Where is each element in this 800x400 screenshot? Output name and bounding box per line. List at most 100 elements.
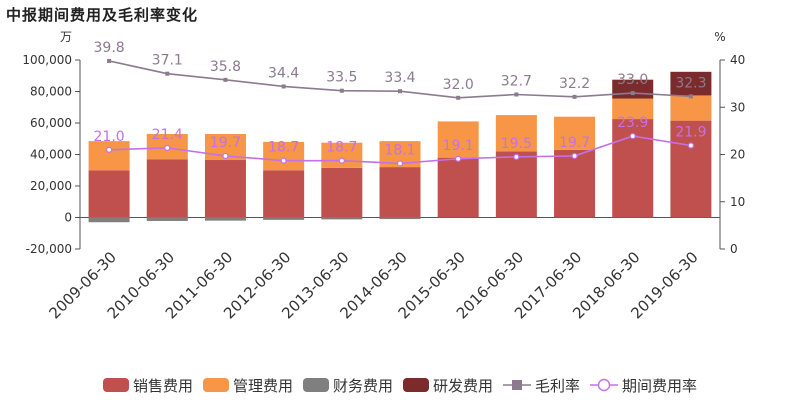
expense-rate-label: 19.7 xyxy=(559,135,590,151)
legend-swatch xyxy=(503,380,532,390)
expense-rate-point xyxy=(455,155,462,162)
gross-margin-label: 37.1 xyxy=(152,53,183,69)
bar-segment-1 xyxy=(670,95,712,121)
expense-rate-point xyxy=(280,157,287,164)
right-tick-label: 0 xyxy=(730,242,738,256)
bar-segment-1 xyxy=(88,141,130,171)
gross-margin-point xyxy=(456,95,461,100)
expense-rate-label: 18.7 xyxy=(326,140,357,156)
gross-margin-point xyxy=(572,94,577,99)
gross-margin-point xyxy=(339,88,344,93)
bar-segment-0 xyxy=(88,170,130,218)
gross-margin-point xyxy=(514,92,519,97)
expense-rate-label: 21.9 xyxy=(675,125,706,141)
bar-segment-0 xyxy=(437,157,479,218)
legend-label: 研发费用 xyxy=(433,376,494,395)
expense-rate-point xyxy=(105,146,113,153)
bar-segment-1 xyxy=(263,141,305,171)
chart-plot: 万 % -20,000 0 20,000 40,000 60,000 80,000 100,00… xyxy=(22,30,745,322)
left-axis-unit: 万 xyxy=(60,30,72,44)
legend-label: 毛利率 xyxy=(535,376,581,395)
expense-rate-label: 18.7 xyxy=(268,140,299,156)
gross-margin-label: 34.4 xyxy=(268,65,299,81)
bar-segment-2 xyxy=(204,217,246,221)
bar-segment-2 xyxy=(263,217,305,220)
expense-rate-label: 23.9 xyxy=(617,115,648,131)
left-tick-label: 0 xyxy=(64,211,72,225)
gross-margin-label: 32.2 xyxy=(559,76,590,92)
expense-rate-point xyxy=(222,152,229,160)
expense-rate-point xyxy=(629,132,636,140)
gross-margin-label: 32.7 xyxy=(501,73,532,89)
bar-segment-0 xyxy=(495,151,537,218)
gross-margin-point xyxy=(688,94,693,99)
bar-segment-0 xyxy=(263,170,305,218)
expense-rate-point xyxy=(513,153,520,160)
bar-segment-1 xyxy=(554,116,596,150)
gross-margin-point xyxy=(107,58,112,63)
legend-label: 管理费用 xyxy=(232,376,293,395)
legend-label: 财务费用 xyxy=(332,376,393,395)
gross-margin-label: 35.8 xyxy=(210,59,241,75)
gross-margin-label: 32.3 xyxy=(675,75,706,91)
gross-margin-point xyxy=(398,89,402,94)
bar-segment-3 xyxy=(670,71,712,96)
legend-label: 期间费用率 xyxy=(622,376,698,395)
legend-item[interactable]: 毛利率 xyxy=(503,375,580,396)
legend-item[interactable]: 研发费用 xyxy=(403,375,493,396)
right-axis-unit: % xyxy=(714,30,725,44)
left-tick-label: 60,000 xyxy=(30,116,72,130)
expense-rate-point xyxy=(164,144,171,151)
bar-segment-2 xyxy=(88,217,130,223)
legend-item[interactable]: 销售费用 xyxy=(102,375,193,396)
bar-segment-0 xyxy=(379,167,421,218)
bar-segment-0 xyxy=(670,120,712,218)
gross-margin-label: 33.5 xyxy=(326,70,357,86)
right-tick-label: 10 xyxy=(730,195,745,209)
gross-margin-point xyxy=(223,77,228,82)
left-tick-label: 20,000 xyxy=(30,179,72,193)
bar-segment-1 xyxy=(612,98,654,120)
legend-item[interactable]: 财务费用 xyxy=(302,375,393,396)
gross-margin-label: 33.0 xyxy=(617,72,648,88)
bar-segment-2 xyxy=(379,217,421,220)
left-tick-label: 100,000 xyxy=(22,53,72,67)
bar-segment-0 xyxy=(204,160,246,218)
gross-margin-point xyxy=(630,91,635,96)
bar-segment-0 xyxy=(321,167,363,218)
gross-margin-point xyxy=(165,71,170,76)
legend-swatch xyxy=(202,378,229,392)
gross-margin-label: 39.8 xyxy=(94,40,125,56)
expense-rate-label: 19.7 xyxy=(210,135,241,151)
gross-margin-point xyxy=(281,84,286,89)
expense-rate-label: 19.1 xyxy=(443,138,474,154)
right-tick-label: 30 xyxy=(730,100,745,114)
expense-rate-label: 19.5 xyxy=(501,136,532,152)
expense-rate-label: 18.1 xyxy=(384,142,415,158)
legend-swatch xyxy=(403,378,429,392)
legend-label: 销售费用 xyxy=(132,376,193,395)
chart-title: 中报期间费用及毛利率变化 xyxy=(6,6,199,24)
legend-item[interactable]: 期间费用率 xyxy=(590,375,697,396)
gross-margin-label: 33.4 xyxy=(384,70,415,86)
expense-rate-point xyxy=(396,160,404,167)
expense-rate-label: 21.4 xyxy=(152,127,183,143)
bar-segment-2 xyxy=(321,217,363,220)
gross-margin-label: 32.0 xyxy=(443,77,474,93)
bar-segment-1 xyxy=(495,115,537,152)
expense-rate-point xyxy=(687,142,695,149)
bar-segment-2 xyxy=(146,217,188,221)
expense-rate-label: 21.0 xyxy=(94,129,125,145)
legend-swatch xyxy=(302,378,329,392)
left-tick-label: -20,000 xyxy=(26,242,72,256)
right-tick-label: 40 xyxy=(730,53,745,67)
bar-segment-1 xyxy=(437,121,479,158)
expense-rate-point xyxy=(338,157,345,164)
left-tick-label: 80,000 xyxy=(30,85,72,99)
legend-swatch xyxy=(590,378,619,392)
left-tick-label: 40,000 xyxy=(30,148,72,162)
legend-item[interactable]: 管理费用 xyxy=(202,375,293,396)
right-tick-label: 20 xyxy=(730,148,745,162)
bar-segment-0 xyxy=(554,149,596,218)
legend-swatch xyxy=(102,378,129,392)
